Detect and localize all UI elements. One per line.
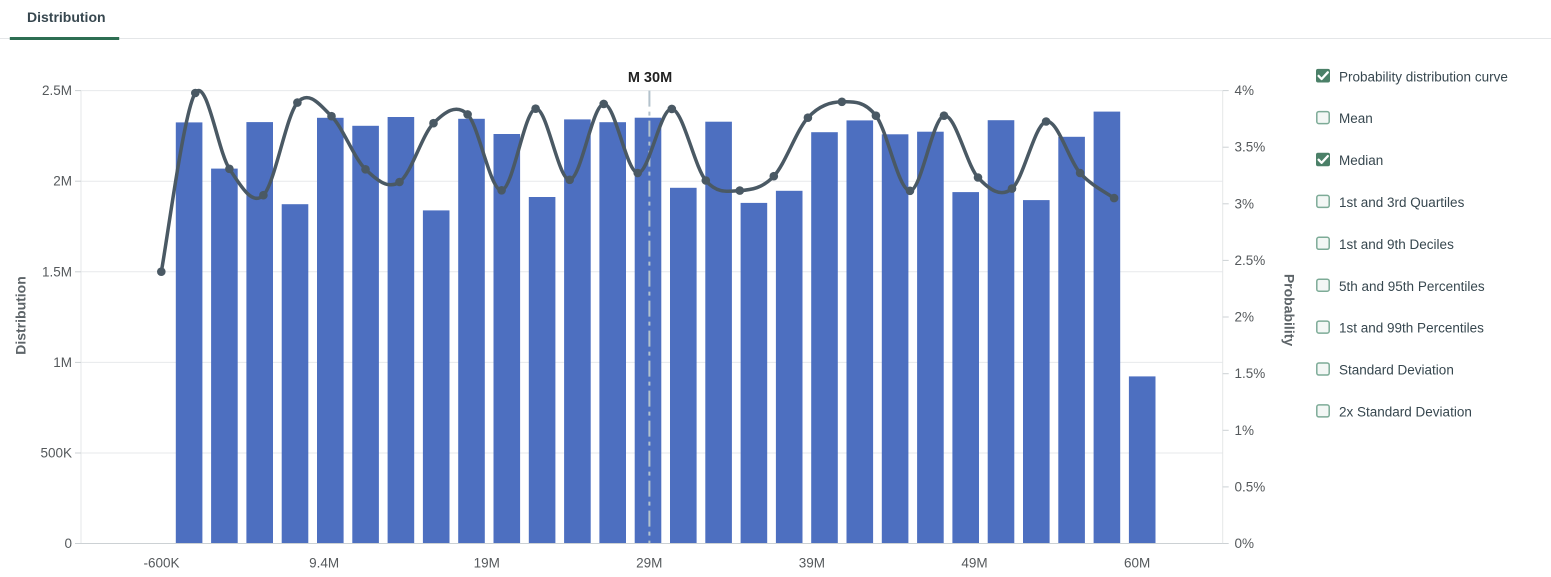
svg-text:Distribution: Distribution [13,276,29,355]
svg-text:0%: 0% [1235,536,1255,551]
svg-text:0: 0 [64,536,72,551]
svg-text:1M: 1M [53,355,72,370]
svg-text:5th and 95th Percentiles: 5th and 95th Percentiles [1339,279,1485,294]
svg-text:19M: 19M [474,556,500,571]
svg-text:29M: 29M [636,556,662,571]
svg-text:-600K: -600K [143,556,179,571]
svg-text:2M: 2M [53,174,72,189]
svg-text:Probability: Probability [1282,274,1298,347]
svg-text:60M: 60M [1124,556,1150,571]
svg-text:2x Standard Deviation: 2x Standard Deviation [1339,405,1472,420]
svg-text:Median: Median [1339,153,1383,168]
svg-text:2.5M: 2.5M [42,83,72,98]
svg-text:0.5%: 0.5% [1235,479,1266,494]
svg-text:2.5%: 2.5% [1235,253,1266,268]
svg-text:1.5%: 1.5% [1235,366,1266,381]
svg-text:4%: 4% [1235,83,1255,98]
svg-text:49M: 49M [961,556,987,571]
svg-text:39M: 39M [799,556,825,571]
svg-text:Mean: Mean [1339,111,1373,126]
svg-text:500K: 500K [40,446,72,461]
svg-text:2%: 2% [1235,310,1255,325]
svg-text:M 30M: M 30M [628,70,672,86]
svg-text:1st and 9th Deciles: 1st and 9th Deciles [1339,237,1454,252]
svg-text:1st and 99th Percentiles: 1st and 99th Percentiles [1339,321,1484,336]
svg-text:Probability distribution curve: Probability distribution curve [1339,69,1508,84]
svg-text:1.5M: 1.5M [42,264,72,279]
svg-text:3%: 3% [1235,196,1255,211]
svg-text:1%: 1% [1235,423,1255,438]
svg-text:9.4M: 9.4M [309,556,339,571]
svg-text:Distribution: Distribution [27,9,106,25]
svg-text:Standard Deviation: Standard Deviation [1339,363,1454,378]
svg-text:3.5%: 3.5% [1235,140,1266,155]
svg-text:1st and 3rd Quartiles: 1st and 3rd Quartiles [1339,195,1465,210]
